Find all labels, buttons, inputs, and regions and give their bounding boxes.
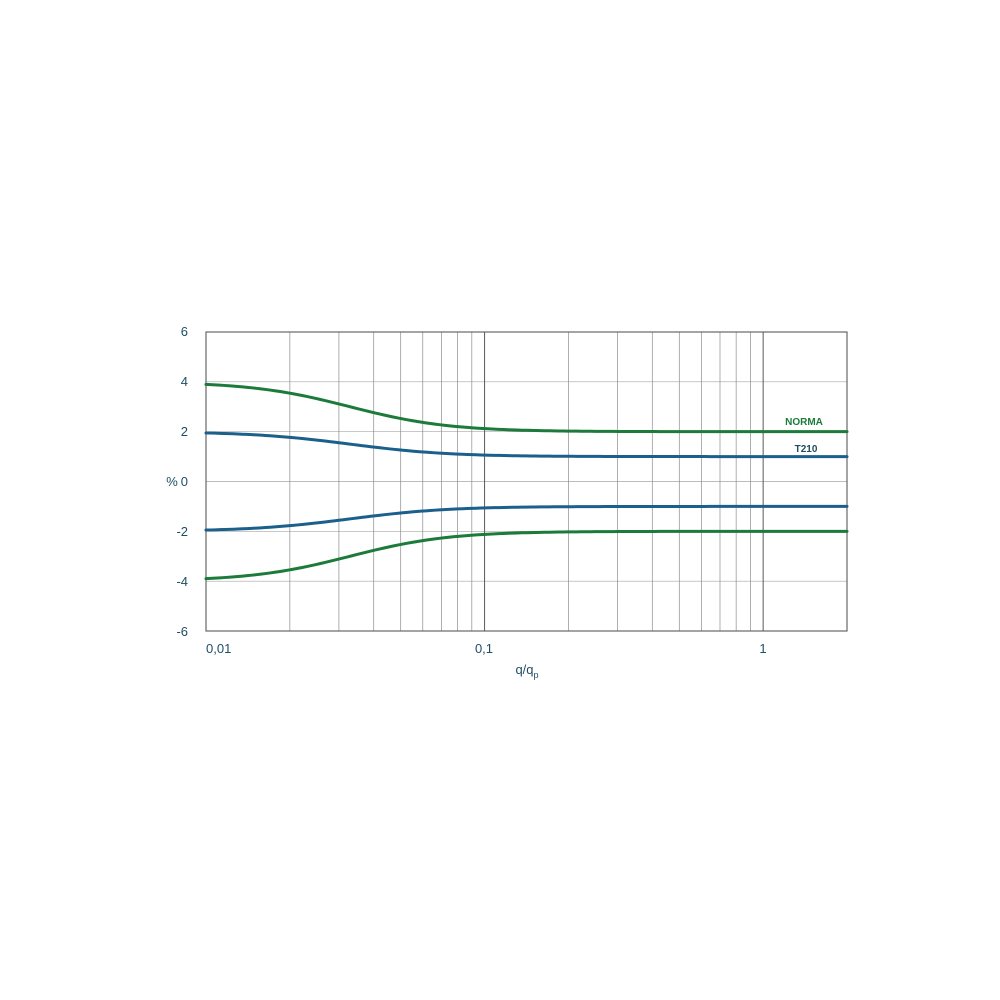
svg-text:NORMA: NORMA [785, 417, 823, 428]
svg-text:0,01: 0,01 [206, 641, 231, 656]
svg-text:-4: -4 [176, 574, 188, 589]
svg-text:4: 4 [181, 374, 188, 389]
svg-text:-2: -2 [176, 524, 188, 539]
svg-text:1: 1 [759, 641, 766, 656]
svg-text:0,1: 0,1 [475, 641, 493, 656]
svg-text:q/qp: q/qp [515, 662, 538, 680]
svg-text:T210: T210 [795, 444, 818, 455]
svg-text:2: 2 [181, 424, 188, 439]
svg-text:6: 6 [181, 324, 188, 339]
svg-text:-6: -6 [176, 624, 188, 639]
svg-text:%: % [166, 474, 178, 489]
svg-text:0: 0 [181, 474, 188, 489]
